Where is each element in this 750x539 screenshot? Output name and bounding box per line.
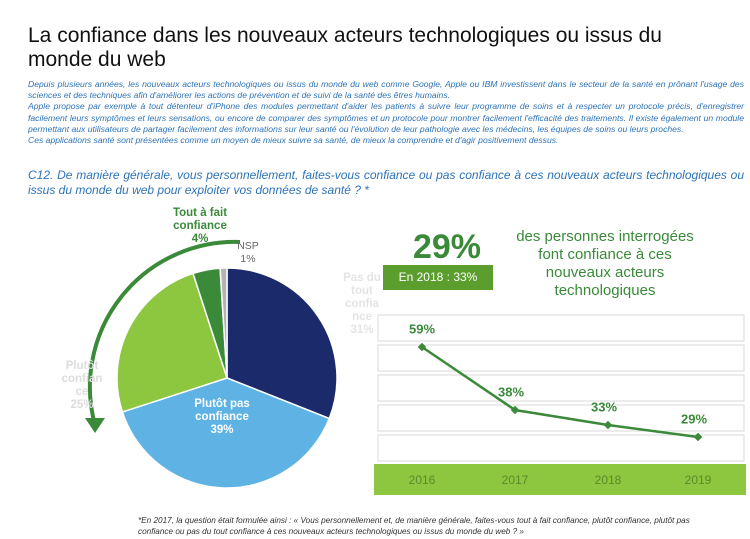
- pie-slice: [219, 267, 228, 379]
- pie-slice: [226, 267, 338, 420]
- intro: Depuis plusieurs années, les nouveaux ac…: [28, 79, 744, 146]
- arrow-head: [85, 418, 105, 433]
- x-tick-label: 2019: [685, 473, 712, 487]
- line-grid: [377, 314, 745, 462]
- pie-slice: [121, 377, 331, 489]
- pie-label-value: 1%: [240, 253, 256, 265]
- point: [510, 405, 520, 415]
- pie-label: NSP 1%: [228, 240, 268, 266]
- x-tick-label: 2017: [502, 473, 529, 487]
- badge-text: En 2018 : 33%: [399, 270, 478, 284]
- intro-paragraph: Apple propose par exemple à tout détente…: [28, 101, 744, 134]
- x-tick-label: 2018: [595, 473, 622, 487]
- pie-label: Plutôt confiance 25%: [60, 360, 104, 412]
- line: [421, 345, 699, 439]
- pie-label-name: Plutôt pas confiance: [194, 398, 250, 423]
- grid-band: [377, 434, 745, 462]
- pie-label-value: 39%: [210, 424, 234, 436]
- data-label: 38%: [498, 384, 524, 399]
- data-label: 29%: [681, 411, 707, 426]
- pie-label-name: NSP: [237, 240, 259, 252]
- x-tick-label: 2016: [409, 473, 436, 487]
- pie-label-value: 25%: [70, 399, 94, 411]
- question: C12. De manière générale, vous personnel…: [28, 168, 744, 197]
- pie-label: Pas du tout confiance 31%: [342, 272, 382, 337]
- point: [693, 432, 703, 442]
- data-label: 59%: [409, 321, 435, 336]
- grid-band: [377, 344, 745, 372]
- pie-label-value: 31%: [350, 324, 374, 336]
- grid-band: [377, 314, 745, 342]
- badge: [383, 265, 493, 290]
- pie-label: Tout à fait confiance 4%: [172, 207, 228, 246]
- pie-label-value: 4%: [191, 233, 209, 245]
- year-band: [374, 464, 746, 495]
- footnote: *En 2017, la question était formulée ain…: [138, 516, 690, 536]
- pie-label-name: Pas du tout confiance: [343, 272, 381, 323]
- pie-label-name: Plutôt confiance: [61, 360, 103, 398]
- intro-paragraph: Ces applications santé sont présentées c…: [28, 135, 559, 146]
- grid-band: [377, 404, 745, 432]
- pie-label: Plutôt pas confiance 39%: [192, 398, 252, 437]
- point: [417, 342, 427, 352]
- grid-band: [377, 374, 745, 402]
- intro-paragraph: Depuis plusieurs années, les nouveaux ac…: [28, 79, 744, 101]
- highlight-text: des personnes interrogées font confiance…: [516, 228, 694, 299]
- point: [603, 420, 613, 430]
- pie-slice: [116, 272, 228, 413]
- slide-title: La confiance dans les nouveaux acteurs t…: [28, 24, 662, 71]
- arrow: [87, 239, 241, 426]
- pie-label-name: Tout à fait confiance: [172, 207, 228, 232]
- highlight-value: 29%: [413, 228, 481, 266]
- data-label: 33%: [591, 399, 617, 414]
